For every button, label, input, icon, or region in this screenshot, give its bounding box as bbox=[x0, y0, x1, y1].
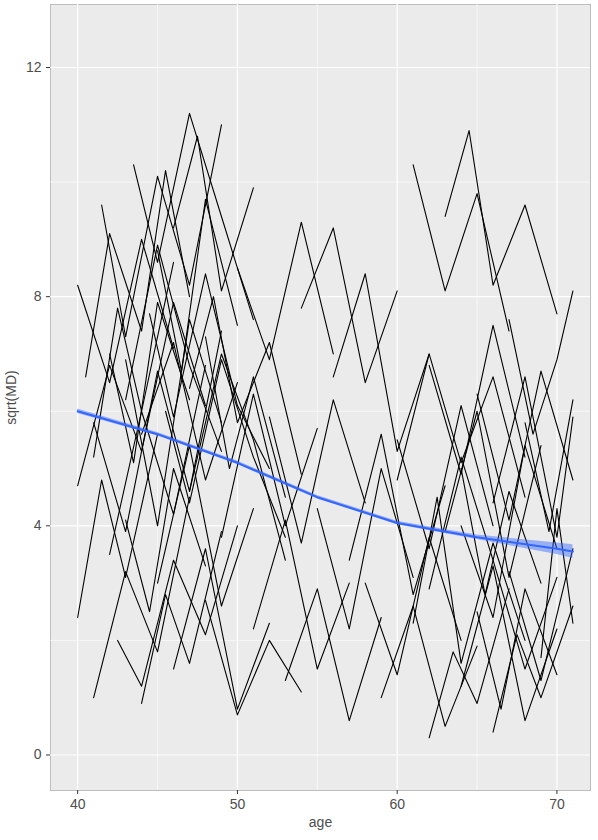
svg-text:50: 50 bbox=[230, 796, 246, 812]
svg-text:0: 0 bbox=[34, 746, 42, 762]
svg-text:70: 70 bbox=[549, 796, 565, 812]
svg-text:age: age bbox=[309, 814, 333, 830]
svg-text:40: 40 bbox=[70, 796, 86, 812]
svg-text:4: 4 bbox=[34, 517, 42, 533]
svg-text:sqrt(MD): sqrt(MD) bbox=[3, 370, 19, 424]
svg-text:8: 8 bbox=[34, 288, 42, 304]
svg-text:60: 60 bbox=[389, 796, 405, 812]
svg-text:12: 12 bbox=[26, 59, 42, 75]
